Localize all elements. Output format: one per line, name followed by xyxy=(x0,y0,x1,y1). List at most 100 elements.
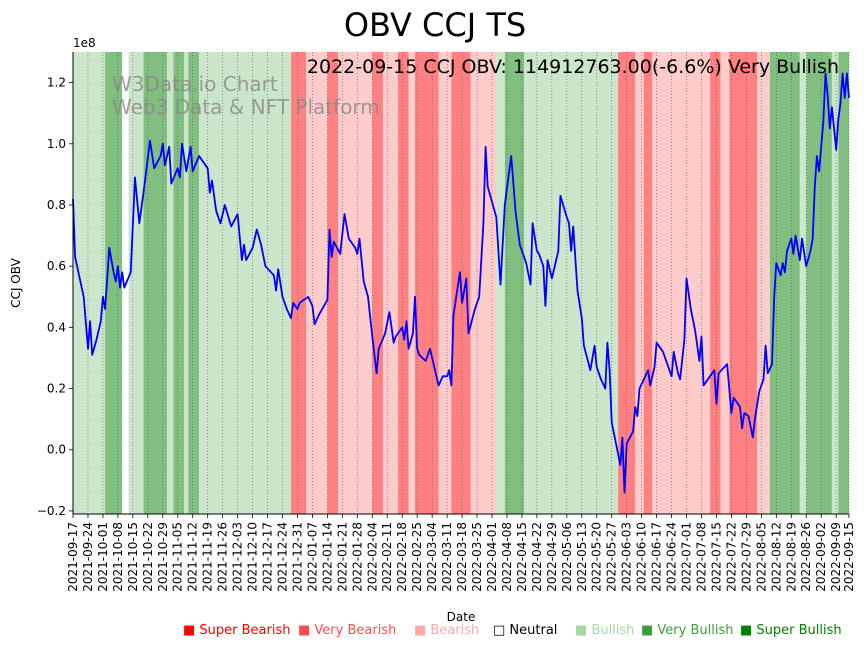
x-tick-label: 2022-04-22 xyxy=(530,522,544,592)
x-tick-label: 2022-02-25 xyxy=(410,522,424,592)
x-tick-label: 2022-07-08 xyxy=(694,522,708,592)
x-tick-label: 2022-03-04 xyxy=(425,522,439,592)
y-scale-label: 1e8 xyxy=(73,36,96,50)
x-tick-label: 2022-07-22 xyxy=(724,522,738,592)
x-tick-label: 2021-11-12 xyxy=(186,522,200,592)
x-tick-label: 2022-03-11 xyxy=(440,522,454,592)
region-bullish xyxy=(184,52,189,514)
region-very-bearish xyxy=(643,52,653,514)
x-tick-label: 2021-11-19 xyxy=(201,522,215,592)
region-very-bearish xyxy=(372,52,383,514)
x-tick-label: 2022-02-11 xyxy=(380,522,394,592)
region-bearish xyxy=(408,52,416,514)
x-tick-label: 2021-12-10 xyxy=(246,522,260,592)
region-bullish xyxy=(128,52,144,514)
x-tick-label: 2021-11-26 xyxy=(216,522,230,592)
x-tick-label: 2022-04-15 xyxy=(515,522,529,592)
x-tick-label: 2022-09-15 xyxy=(842,522,856,592)
x-tick-label: 2022-08-05 xyxy=(754,522,768,592)
region-bullish xyxy=(199,52,206,514)
y-tick-label: 0.8 xyxy=(47,198,66,212)
x-tick-label: 2022-01-07 xyxy=(305,522,319,592)
region-bearish xyxy=(438,52,452,514)
watermark-line-2: Web3 Data & NFT Platform xyxy=(112,95,380,119)
x-tick-label: 2022-05-13 xyxy=(575,522,589,592)
x-tick-label: 2022-05-06 xyxy=(560,522,574,592)
region-very-bearish xyxy=(397,52,409,514)
legend-item-neutral: □ Neutral xyxy=(493,623,557,638)
x-tick-label: 2022-04-08 xyxy=(500,522,514,592)
watermark: W3Data.io Chart Web3 Data & NFT Platform xyxy=(112,72,380,119)
chart-subtitle: 2022-09-15 CCJ OBV: 114912763.00(-6.6%) … xyxy=(307,56,839,78)
legend-item-super-bullish: ■ Super Bullish xyxy=(740,623,842,638)
x-tick-label: 2021-10-15 xyxy=(126,522,140,592)
region-bullish xyxy=(205,52,292,514)
y-tick-label: 0.4 xyxy=(47,320,66,334)
region-very-bullish xyxy=(143,52,168,514)
y-tick-label: 1.2 xyxy=(47,76,66,90)
y-tick-label: 0.6 xyxy=(47,259,66,273)
obv-series-line xyxy=(72,72,850,494)
region-bearish xyxy=(338,52,373,514)
x-tick-label: 2022-01-21 xyxy=(335,522,349,592)
region-very-bearish xyxy=(291,52,307,514)
x-tick-label: 2022-06-10 xyxy=(635,522,649,592)
y-tick-label: 0.0 xyxy=(47,443,66,457)
x-tick-label: 2021-12-17 xyxy=(261,522,275,592)
region-bullish xyxy=(831,52,839,514)
region-very-bullish xyxy=(806,52,832,514)
region-very-bullish xyxy=(838,52,849,514)
x-tick-label: 2022-08-19 xyxy=(784,522,798,592)
y-axis-label: CCJ OBV xyxy=(9,257,23,307)
region-bearish xyxy=(470,52,497,514)
x-tick-label: 2021-10-22 xyxy=(141,522,155,592)
x-tick-label: 2022-07-01 xyxy=(680,522,694,592)
x-tick-label: 2021-09-17 xyxy=(66,522,80,592)
x-tick-label: 2021-12-03 xyxy=(231,522,245,592)
x-tick-label: 2022-01-14 xyxy=(320,522,334,592)
region-bullish xyxy=(73,52,106,514)
x-tick-label: 2022-09-02 xyxy=(814,522,828,592)
x-tick-label: 2022-07-15 xyxy=(709,522,723,592)
x-tick-label: 2021-09-24 xyxy=(81,522,95,592)
legend-item-super-bearish: ■ Super Bearish xyxy=(183,623,291,638)
x-tick-label: 2022-06-03 xyxy=(620,522,634,592)
y-tick-label: −0.2 xyxy=(37,504,66,518)
x-tick-label: 2021-11-05 xyxy=(171,522,185,592)
x-tick-label: 2022-03-18 xyxy=(455,522,469,592)
x-tick-label: 2022-09-09 xyxy=(829,522,843,592)
watermark-line-1: W3Data.io Chart xyxy=(112,72,278,96)
y-tick-label: 1.0 xyxy=(47,137,66,151)
x-tick-label: 2022-04-01 xyxy=(485,522,499,592)
x-tick-label: 2021-10-01 xyxy=(96,522,110,592)
region-very-bearish xyxy=(710,52,721,514)
region-bearish xyxy=(720,52,730,514)
x-tick-label: 2022-05-20 xyxy=(590,522,604,592)
region-bearish xyxy=(635,52,644,514)
axes xyxy=(72,52,849,515)
x-tick-label: 2022-08-12 xyxy=(769,522,783,592)
x-ticks: 2021-09-17 2021-09-24 2021-10-01 2021-10-08… xyxy=(66,514,856,592)
x-tick-label: 2022-03-25 xyxy=(470,522,484,592)
region-very-bullish xyxy=(188,52,200,514)
x-tick-label: 2021-10-08 xyxy=(111,522,125,592)
region-bullish xyxy=(524,52,619,514)
y-tick-label: 0.2 xyxy=(47,382,66,396)
region-very-bullish xyxy=(173,52,185,514)
legend-item-bullish: ■ Bullish xyxy=(575,623,634,638)
x-tick-label: 2022-02-04 xyxy=(365,522,379,592)
x-tick-label: 2021-10-29 xyxy=(156,522,170,592)
region-bullish xyxy=(167,52,174,514)
x-tick-label: 2021-12-31 xyxy=(290,522,304,592)
x-tick-label: 2022-04-29 xyxy=(545,522,559,592)
region-very-bearish xyxy=(327,52,339,514)
legend-item-bearish: ■ Bearish xyxy=(414,623,479,638)
x-tick-label: 2021-12-24 xyxy=(275,522,289,592)
legend-item-very-bearish: ■ Very Bearish xyxy=(298,623,396,638)
x-tick-label: 2022-02-18 xyxy=(395,522,409,592)
x-axis-label: Date xyxy=(447,610,476,624)
x-grid xyxy=(72,52,850,514)
region-very-bearish xyxy=(415,52,439,514)
x-tick-label: 2022-06-24 xyxy=(665,522,679,592)
region-bearish xyxy=(652,52,711,514)
